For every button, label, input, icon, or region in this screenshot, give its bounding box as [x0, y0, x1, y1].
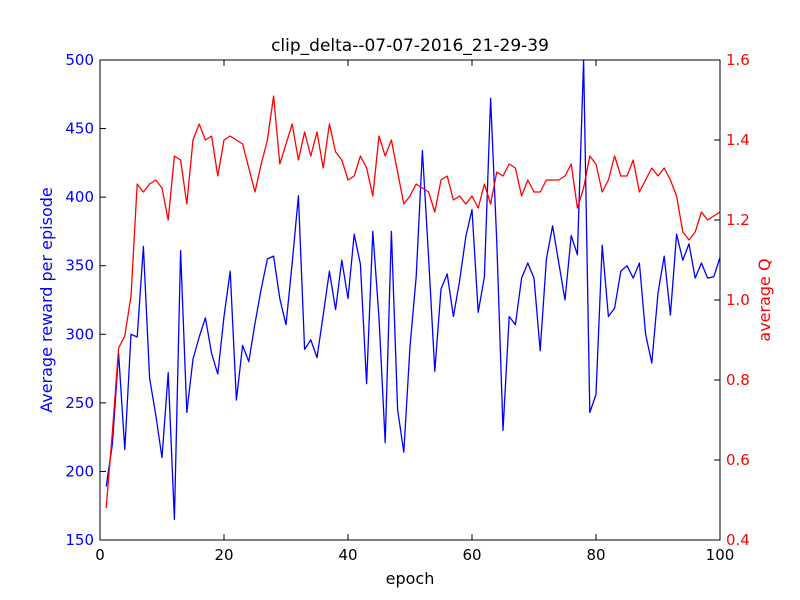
right-y-tick-label: 1.6 [726, 51, 750, 69]
x-axis-label: epoch [386, 569, 435, 588]
right-y-tick-label: 1.4 [726, 131, 750, 149]
chart-title: clip_delta--07-07-2016_21-29-39 [271, 36, 549, 56]
left-y-tick-label: 450 [65, 120, 94, 138]
series-line-average-reward [105, 59, 721, 521]
series-line-average-q [105, 95, 721, 509]
left-y-tick-label: 150 [65, 531, 94, 549]
left-y-tick-label: 500 [65, 51, 94, 69]
left-y-tick-label: 300 [65, 325, 94, 343]
right-y-tick-label: 0.4 [726, 531, 750, 549]
plot-area: 0 20 40 60 80 100 150 200 250 300 350 400 450 500 0.4 0… [65, 51, 750, 564]
x-tick-label: 100 [706, 546, 735, 564]
left-y-axis-label: Average reward per episode [37, 187, 56, 413]
left-y-tick-label: 400 [65, 188, 94, 206]
left-y-tick-label: 250 [65, 394, 94, 412]
left-y-tick-label: 200 [65, 462, 94, 480]
right-y-tick-label: 1.0 [726, 291, 750, 309]
right-y-tick-label: 1.2 [726, 211, 750, 229]
right-y-tick-label: 0.8 [726, 371, 750, 389]
x-tick-label: 40 [338, 546, 357, 564]
right-y-tick-label: 0.6 [726, 451, 750, 469]
x-tick-label: 0 [95, 546, 105, 564]
x-tick-label: 20 [214, 546, 233, 564]
x-tick-label: 80 [586, 546, 605, 564]
left-y-tick-label: 350 [65, 257, 94, 275]
right-y-axis-label: average Q [755, 258, 774, 341]
x-tick-label: 60 [462, 546, 481, 564]
